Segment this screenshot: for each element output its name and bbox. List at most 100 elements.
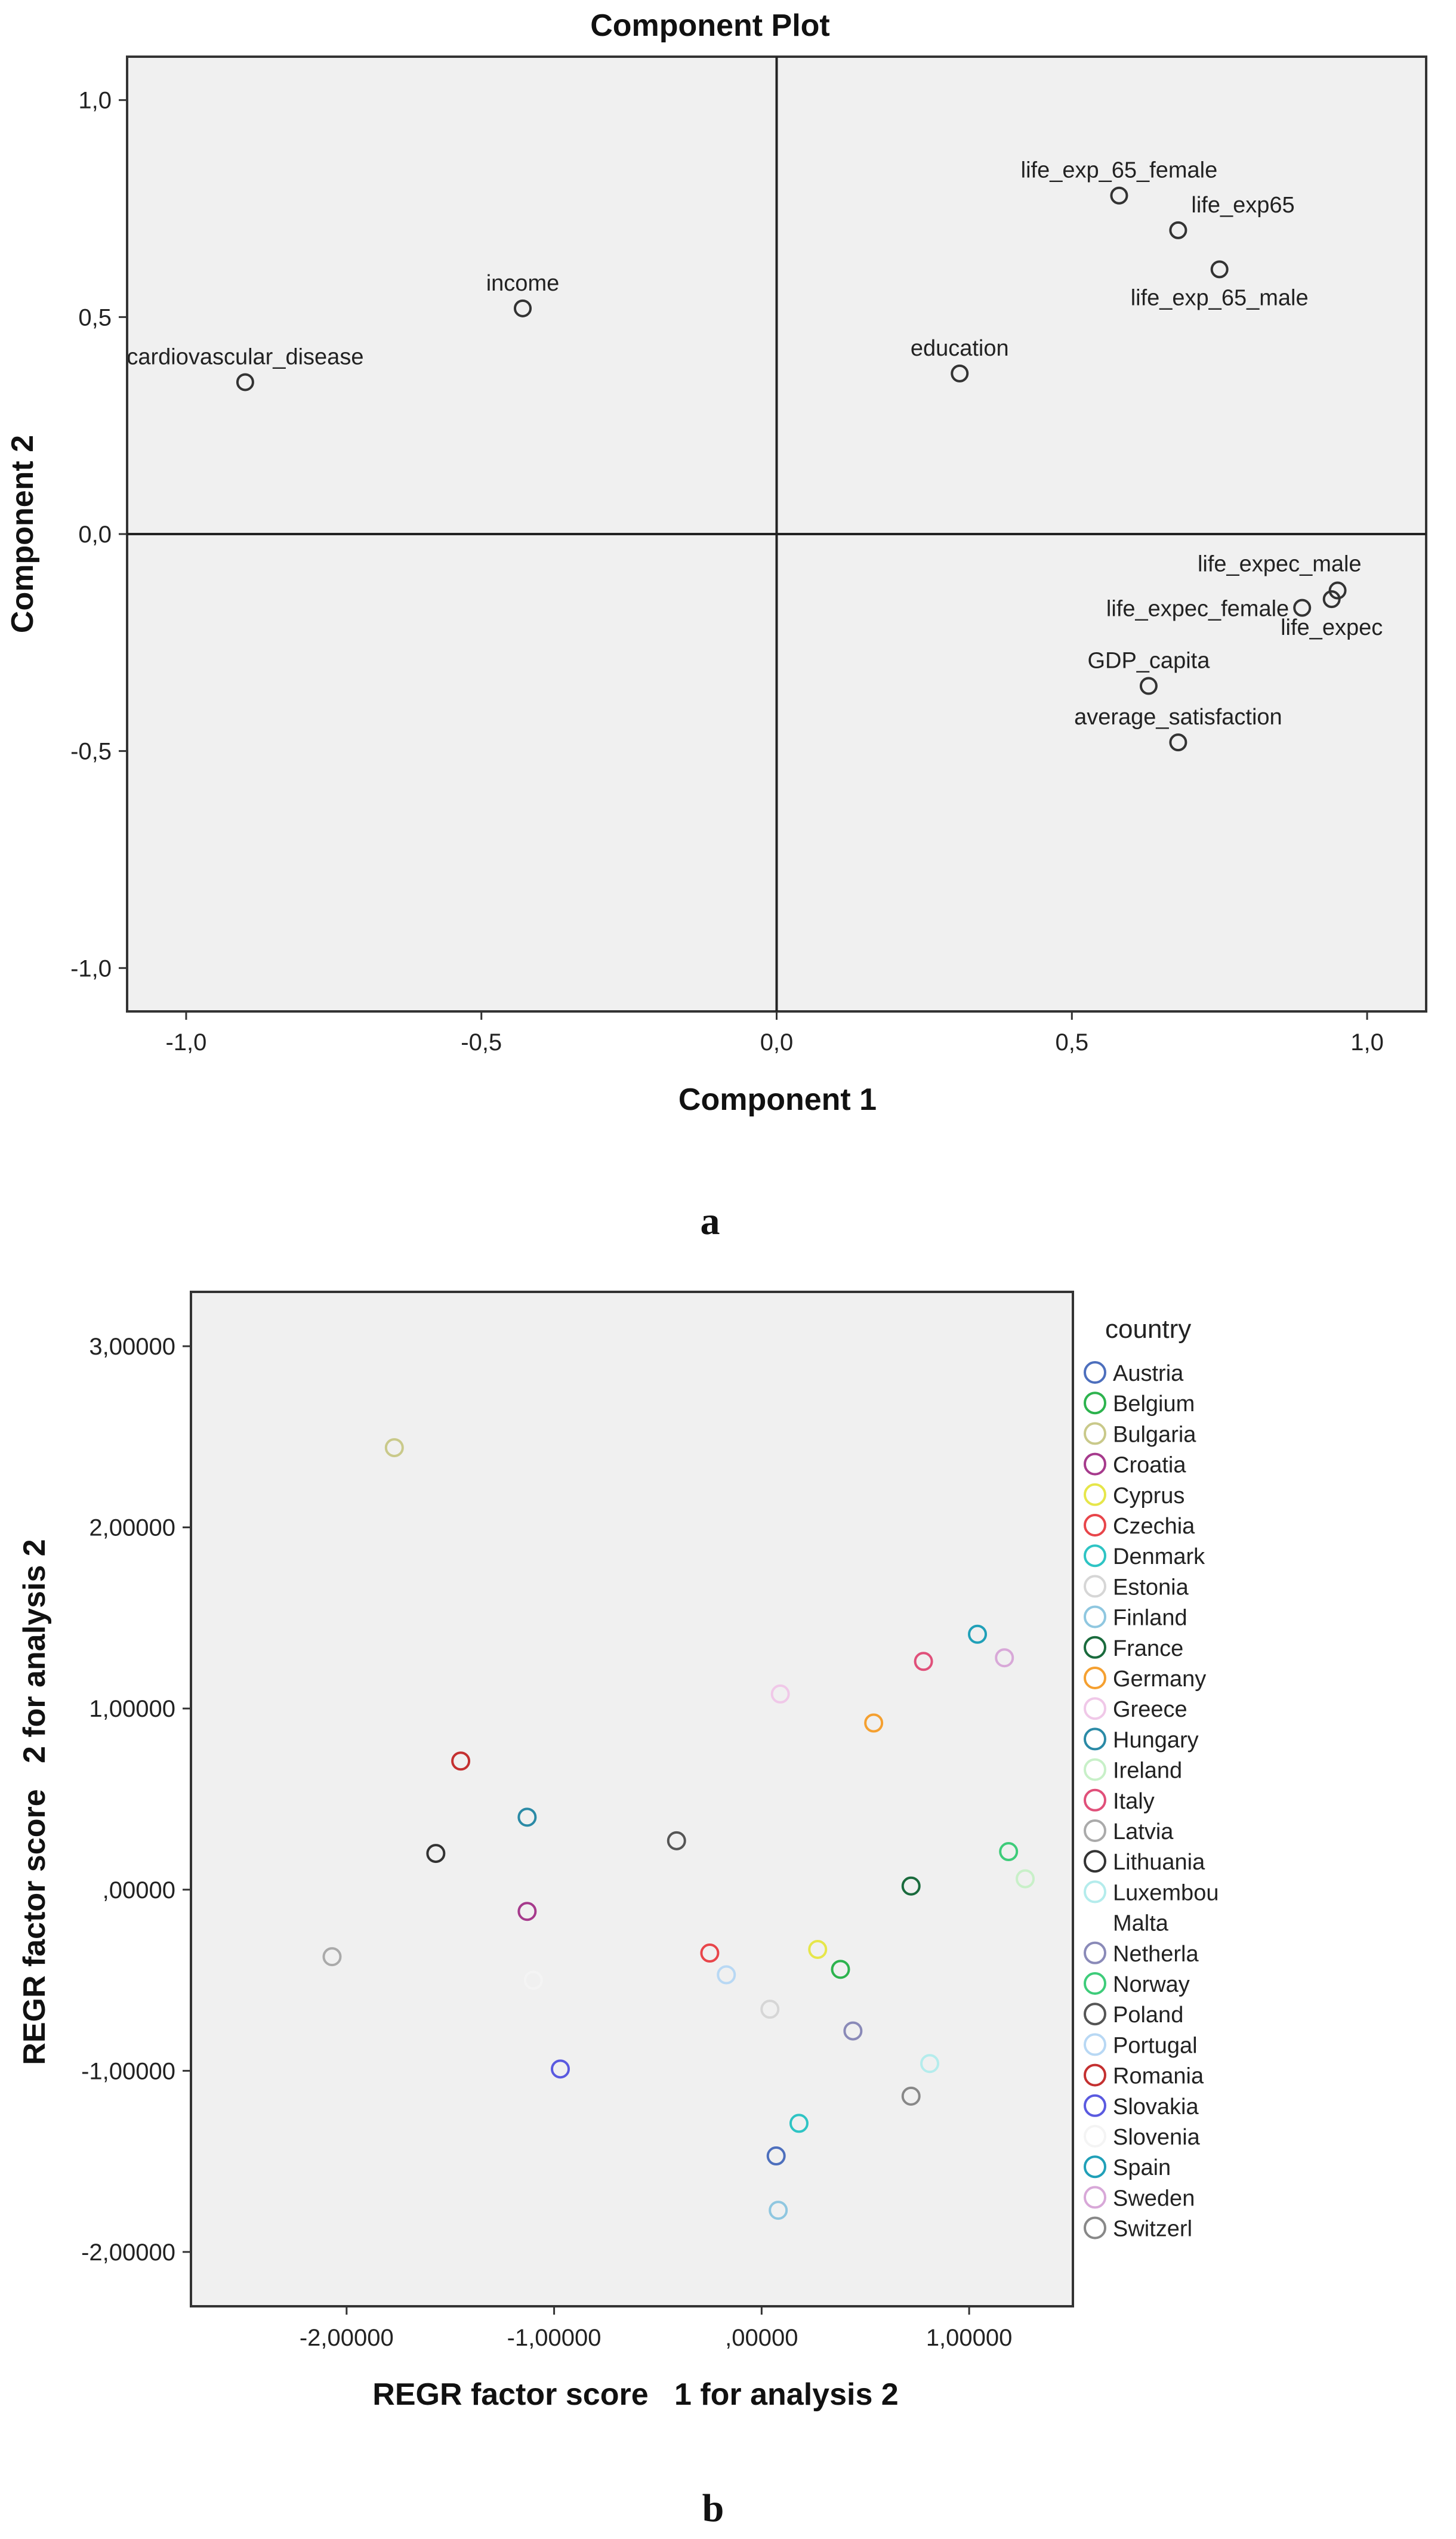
legend-label: Netherla: [1113, 1942, 1199, 1967]
data-point-label: GDP_capita: [1087, 649, 1210, 674]
legend-marker: [1084, 2155, 1106, 2179]
data-point-label: life_exp_65_male: [1131, 285, 1309, 310]
legend-marker: [1084, 1605, 1106, 1628]
data-point-label: cardiovascular_disease: [127, 344, 363, 369]
data-point-slovakia: [551, 2059, 570, 2079]
legend-label: Luxembou: [1113, 1880, 1219, 1905]
data-point: [1322, 590, 1341, 609]
data-point-germany: [864, 1713, 884, 1733]
legend-marker: [1084, 1941, 1106, 1964]
legend-marker: [1084, 2003, 1106, 2026]
data-point-label: life_expec_female: [1106, 597, 1289, 622]
data-point-france: [901, 1876, 921, 1896]
data-point-austria: [766, 2146, 786, 2166]
y-tick-label: 1,00000: [89, 1696, 175, 1722]
legend-label: Finland: [1113, 1606, 1187, 1631]
legend-label: Switzerl: [1113, 2217, 1192, 2242]
legend-marker: [1084, 1758, 1106, 1781]
legend-label: Greece: [1113, 1697, 1187, 1722]
data-point: [1169, 733, 1187, 752]
chart-a-points: cardiovascular_disease income education lif…: [127, 158, 1383, 752]
y-tick-label: -2,00000: [81, 2239, 175, 2266]
legend-title: country: [1105, 1315, 1191, 1344]
legend-label: France: [1113, 1636, 1183, 1661]
legend-label: Hungary: [1113, 1727, 1199, 1753]
data-point-croatia: [517, 1902, 537, 1921]
legend-label: Italy: [1113, 1789, 1155, 1814]
chart-a-xlabel: Component 1: [678, 1082, 877, 1117]
data-point-denmark: [789, 2114, 809, 2133]
data-point-slovenia: [523, 1970, 543, 1990]
data-point-netherla: [843, 2021, 863, 2041]
data-point: [1293, 598, 1312, 617]
data-point-portugal: [717, 1965, 736, 1985]
panel-b-letter: b: [702, 2486, 724, 2530]
data-point-label: income: [486, 271, 560, 296]
data-point-hungary: [517, 1807, 537, 1827]
chart-b-legend: country Austria Belgium Bulgaria Croatia Cyp…: [1084, 1315, 1219, 2242]
data-point: [1110, 186, 1128, 205]
legend-label: Bulgaria: [1113, 1422, 1196, 1447]
data-point-latvia: [322, 1947, 342, 1967]
legend-label: Belgium: [1113, 1392, 1195, 1417]
x-tick-label: ,00000: [725, 2325, 798, 2351]
data-point-italy: [914, 1652, 933, 1671]
data-point: [1169, 221, 1187, 239]
legend-label: Croatia: [1113, 1453, 1186, 1478]
chart-a-ylabel: Component 2: [5, 435, 40, 633]
data-point: [236, 373, 254, 391]
chart-b-plot-area: [190, 1291, 1074, 2307]
legend-label: Denmark: [1113, 1544, 1205, 1569]
data-point-cyprus: [808, 1939, 828, 1959]
data-point-sweden: [995, 1648, 1014, 1668]
legend-marker: [1084, 1361, 1106, 1384]
chart-b-points: [322, 1438, 1035, 2220]
legend-label: Romania: [1113, 2064, 1204, 2089]
legend-label: Czechia: [1113, 1514, 1195, 1539]
y-tick-label: ,00000: [103, 1877, 175, 1904]
data-point-label: life_exp65: [1191, 193, 1294, 218]
data-point-label: education: [911, 336, 1009, 361]
x-tick-label: -2,00000: [300, 2325, 394, 2351]
legend-label: Lithuania: [1113, 1850, 1205, 1875]
data-point-norway: [999, 1842, 1019, 1862]
legend-label: Germany: [1113, 1667, 1206, 1692]
chart-b-ylabel: REGR factor score 2 for analysis 2: [17, 1539, 52, 2065]
legend-marker: [1084, 1667, 1106, 1689]
legend-label: Portugal: [1113, 2033, 1198, 2058]
legend-marker: [1084, 1392, 1106, 1415]
chart-a-axes: -1,0 -0,5 0,0 0,5 1,0 -1,0 -0,5 0,0 0,5 1,0: [70, 57, 1426, 1056]
data-point-romania: [451, 1751, 471, 1771]
legend-marker: [1084, 2094, 1106, 2117]
panel-a-letter: a: [701, 1199, 720, 1243]
y-tick-label: 1,0: [78, 88, 112, 114]
data-point-finland: [769, 2201, 788, 2220]
x-tick-label: 1,0: [1350, 1029, 1384, 1056]
legend-marker: [1084, 1911, 1106, 1934]
legend-label: Sweden: [1113, 2186, 1195, 2211]
x-tick-label: -1,00000: [507, 2325, 601, 2351]
chart-b-axes: -2,00000 -1,00000 ,00000 1,00000 -2,00000 -1,…: [81, 1334, 1012, 2351]
legend-marker: [1084, 1636, 1106, 1659]
data-point-belgium: [831, 1960, 850, 1979]
legend-marker: [1084, 1819, 1106, 1842]
data-point-luxembou: [920, 2054, 940, 2074]
x-tick-label: -0,5: [461, 1029, 502, 1056]
legend-label: Slovakia: [1113, 2094, 1199, 2120]
y-tick-label: -0,5: [70, 739, 112, 765]
legend-label: Malta: [1113, 1911, 1169, 1936]
data-point: [1210, 260, 1229, 279]
legend-marker: [1084, 2186, 1106, 2209]
y-tick-label: 2,00000: [89, 1515, 175, 1541]
data-point-lithuania: [426, 1844, 446, 1864]
x-tick-label: 0,0: [760, 1029, 794, 1056]
legend-marker: [1084, 1880, 1106, 1904]
data-point-greece: [770, 1684, 790, 1704]
legend-marker: [1084, 2216, 1106, 2239]
legend-label: Ireland: [1113, 1759, 1182, 1784]
data-point-bulgaria: [384, 1438, 404, 1458]
y-tick-label: 3,00000: [89, 1334, 175, 1360]
y-tick-label: -1,00000: [81, 2058, 175, 2084]
y-tick-label: 0,5: [78, 304, 112, 331]
